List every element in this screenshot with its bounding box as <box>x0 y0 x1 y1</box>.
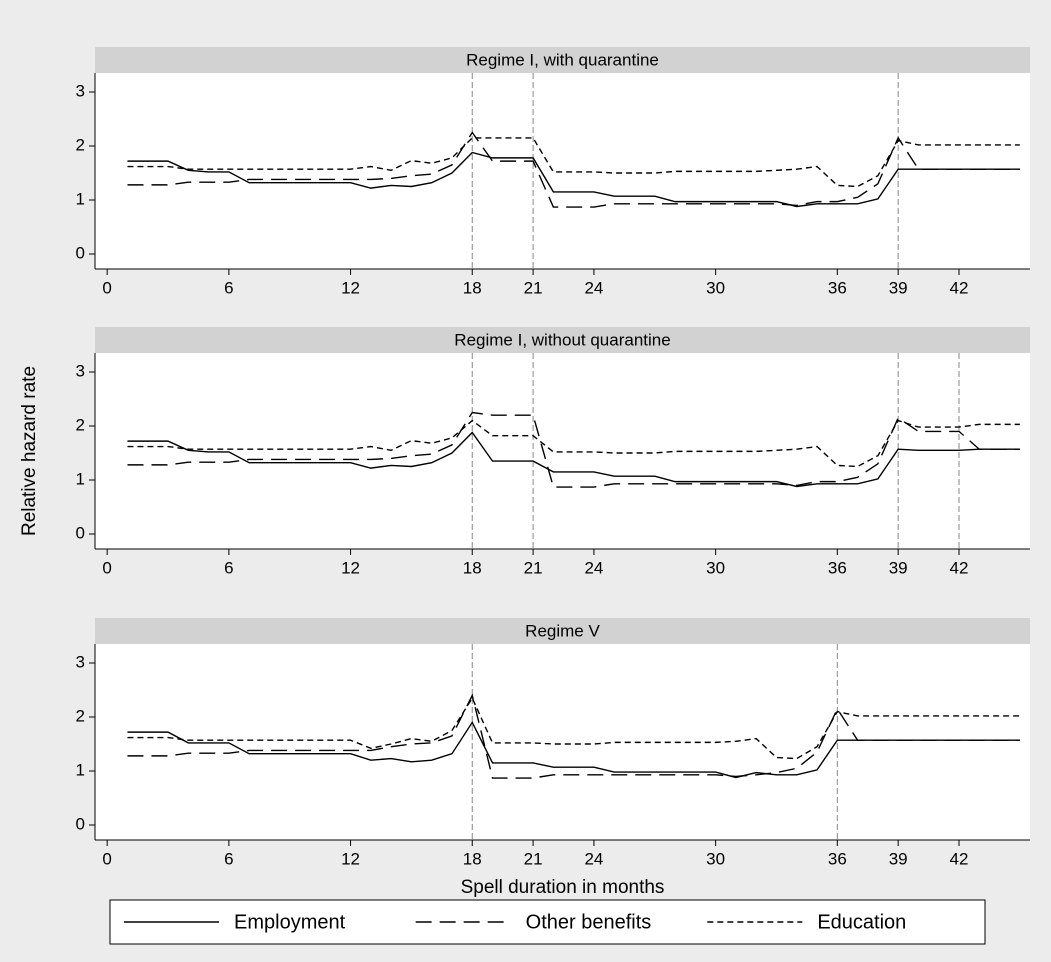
y-tick-label: 2 <box>76 415 85 434</box>
x-tick-label: 0 <box>102 849 111 868</box>
x-tick-label: 6 <box>224 558 233 577</box>
plot-area <box>95 644 1030 840</box>
panel-strip <box>95 327 1030 353</box>
panel-title: Regime I, with quarantine <box>466 50 659 69</box>
series-line <box>127 693 1020 779</box>
y-tick-label: 2 <box>76 706 85 725</box>
y-tick-label: 0 <box>76 523 85 542</box>
x-tick-label: 21 <box>524 278 543 297</box>
x-tick-label: 24 <box>584 849 603 868</box>
series-line <box>127 411 1020 488</box>
x-tick-label: 6 <box>224 849 233 868</box>
series-line <box>127 151 1020 208</box>
x-tick-label: 0 <box>102 278 111 297</box>
x-tick-label: 42 <box>950 558 969 577</box>
x-tick-label: 12 <box>341 278 360 297</box>
plot-area <box>95 353 1030 549</box>
y-tick-label: 1 <box>76 469 85 488</box>
series-line <box>127 137 1020 188</box>
y-tick-label: 0 <box>76 243 85 262</box>
x-tick-label: 12 <box>341 849 360 868</box>
x-tick-label: 6 <box>224 278 233 297</box>
y-tick-label: 3 <box>76 81 85 100</box>
x-tick-label: 30 <box>706 558 725 577</box>
x-tick-label: 24 <box>584 278 603 297</box>
x-tick-label: 24 <box>584 558 603 577</box>
legend-label: Other benefits <box>526 911 652 933</box>
x-tick-label: 30 <box>706 849 725 868</box>
x-tick-label: 36 <box>828 558 847 577</box>
panel-title: Regime V <box>525 621 600 640</box>
x-tick-label: 18 <box>463 558 482 577</box>
legend-label: Education <box>817 911 906 933</box>
x-tick-label: 36 <box>828 849 847 868</box>
x-tick-label: 21 <box>524 849 543 868</box>
x-tick-label: 42 <box>950 278 969 297</box>
y-tick-label: 2 <box>76 135 85 154</box>
x-tick-label: 36 <box>828 278 847 297</box>
y-tick-label: 0 <box>76 814 85 833</box>
x-axis-label: Spell duration in months <box>461 877 665 898</box>
x-tick-label: 30 <box>706 278 725 297</box>
y-tick-label: 3 <box>76 361 85 380</box>
panel-strip <box>95 47 1030 73</box>
y-tick-label: 1 <box>76 760 85 779</box>
legend-label: Employment <box>234 911 346 933</box>
legend-box <box>109 899 986 945</box>
y-axis-label: Relative hazard rate <box>19 366 40 536</box>
series-line <box>127 419 1020 468</box>
x-tick-label: 39 <box>889 558 908 577</box>
panel-strip <box>95 618 1030 644</box>
x-tick-label: 18 <box>463 849 482 868</box>
x-tick-label: 21 <box>524 558 543 577</box>
y-tick-label: 3 <box>76 652 85 671</box>
x-tick-label: 18 <box>463 278 482 297</box>
x-tick-label: 39 <box>889 849 908 868</box>
x-tick-label: 39 <box>889 278 908 297</box>
series-line <box>127 431 1020 488</box>
series-line <box>127 131 1020 208</box>
y-tick-label: 1 <box>76 189 85 208</box>
series-line <box>127 720 1020 779</box>
x-tick-label: 12 <box>341 558 360 577</box>
plot-area <box>95 73 1030 269</box>
x-tick-label: 0 <box>102 558 111 577</box>
x-tick-label: 42 <box>950 849 969 868</box>
panel-title: Regime I, without quarantine <box>454 330 670 349</box>
